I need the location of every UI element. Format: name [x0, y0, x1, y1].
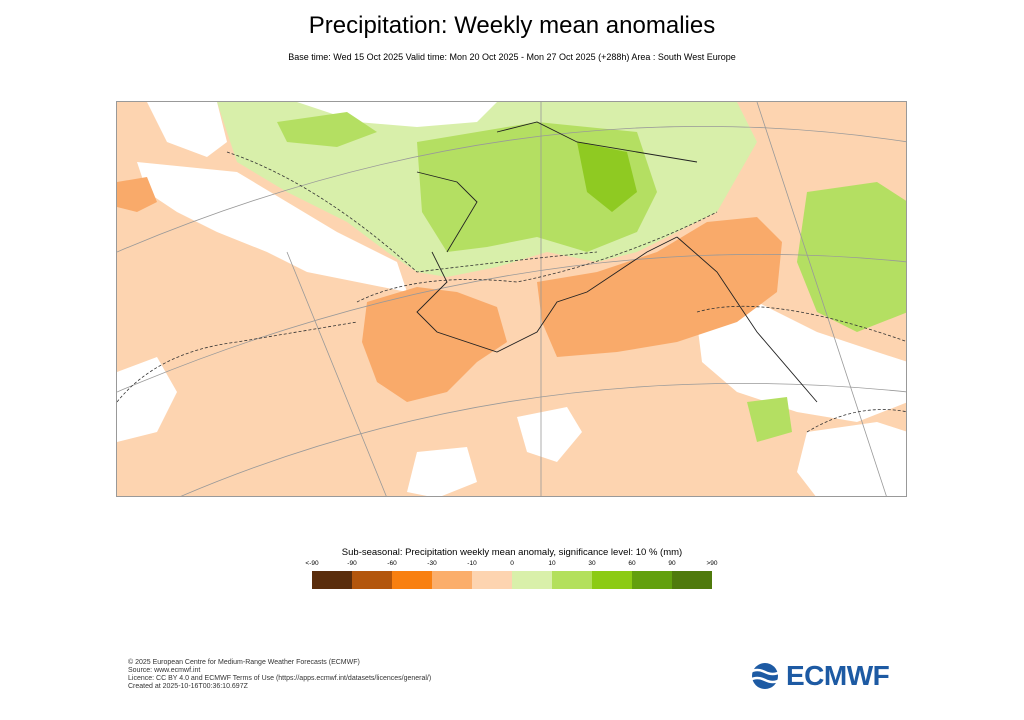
legend-swatch	[592, 571, 632, 589]
ecmwf-logo-icon	[749, 663, 781, 689]
ecmwf-logo-text: ECMWF	[786, 660, 890, 691]
legend-tick: <-90	[305, 560, 319, 567]
legend-tick: 0	[510, 560, 514, 567]
graticule	[117, 102, 906, 496]
orange-med	[537, 217, 782, 357]
legend-swatch	[312, 571, 352, 589]
legend-swatch	[632, 571, 672, 589]
legend-tick: >90	[706, 560, 718, 567]
significance-contours	[117, 151, 906, 433]
white-patch-left	[137, 162, 407, 292]
legend-swatch	[352, 571, 392, 589]
map-svg	[117, 102, 906, 496]
orange-iberia	[362, 287, 507, 402]
legend-tick: -10	[467, 560, 477, 567]
footer: © 2025 European Centre for Medium-Range …	[128, 659, 431, 691]
legend-tick: 60	[628, 560, 636, 567]
ecmwf-logo: ECMWF	[748, 660, 890, 692]
legend-swatch	[392, 571, 432, 589]
legend-swatch	[432, 571, 472, 589]
copyright: © 2025 European Centre for Medium-Range …	[128, 659, 360, 666]
legend-colorbar	[312, 571, 712, 589]
legend-tick: 30	[588, 560, 596, 567]
anomaly-map	[116, 101, 907, 497]
orange-atlantic	[117, 177, 157, 212]
legend-swatch	[672, 571, 712, 589]
created-at: Created at 2025-10-16T00:36:10.697Z	[128, 683, 248, 690]
coastlines	[416, 121, 818, 403]
legend-ticks: <-90 -90 -60 -30 -10 0 10 30 60 90 >90	[305, 560, 717, 570]
legend-tick: -30	[427, 560, 437, 567]
legend-tick: 10	[548, 560, 556, 567]
chart-subtitle: Base time: Wed 15 Oct 2025 Valid time: M…	[288, 52, 736, 62]
green-east-spot	[747, 397, 792, 442]
white-patch-south	[517, 407, 582, 462]
legend-swatch	[472, 571, 512, 589]
white-patch-west	[117, 357, 177, 442]
legend-title: Sub-seasonal: Precipitation weekly mean …	[341, 547, 683, 558]
legend-tick: 90	[668, 560, 676, 567]
white-patch-topleft	[147, 102, 227, 157]
white-patch-sw	[407, 447, 477, 496]
chart-title: Precipitation: Weekly mean anomalies	[308, 12, 716, 39]
green-north	[277, 112, 377, 147]
licence: Licence: CC BY 4.0 and ECMWF Terms of Us…	[128, 675, 432, 682]
green-core	[577, 142, 637, 212]
legend-swatch	[512, 571, 552, 589]
white-patch-bottomright	[797, 422, 906, 496]
legend-tick: -90	[347, 560, 357, 567]
white-patch-top	[297, 102, 497, 127]
legend-tick: -60	[387, 560, 397, 567]
source: Source: www.ecmwf.int	[128, 667, 201, 674]
legend-swatch	[552, 571, 592, 589]
white-patch-right	[697, 302, 906, 422]
